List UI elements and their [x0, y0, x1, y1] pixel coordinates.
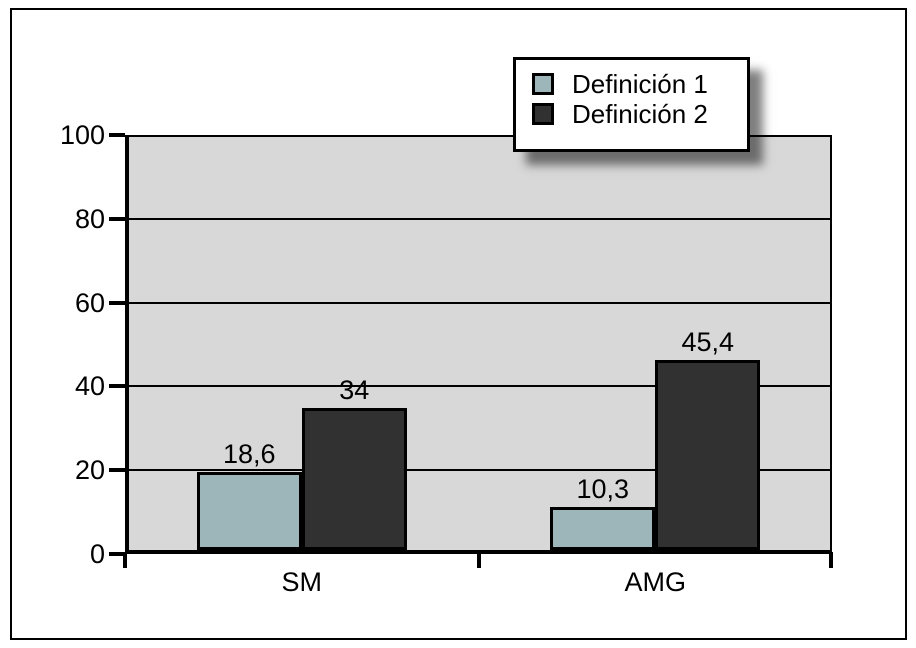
gridline [125, 469, 832, 472]
legend-item-label: Definición 1 [572, 69, 708, 99]
legend-item-definicion-2: Definición 2 [532, 100, 747, 128]
bar-value-label-definicion-1-amg: 10,3 [576, 473, 630, 504]
gridline [125, 301, 832, 304]
bar-definicion-2-amg [655, 359, 761, 550]
bar-definicion-1-amg [550, 506, 656, 550]
gridline [125, 217, 832, 220]
x-axis-category-label: SM [281, 567, 323, 597]
x-axis-category-label: AMG [624, 567, 686, 597]
bar-value-label-definicion-1-sm: 18,6 [222, 439, 276, 470]
legend: Definición 1 Definición 2 [513, 57, 750, 152]
x-axis-tick [829, 552, 833, 568]
legend-item-label: Definición 2 [572, 99, 708, 129]
legend-item-definicion-1: Definición 1 [532, 70, 747, 98]
legend-swatch-definicion-2 [532, 103, 554, 125]
y-axis-tick-label: 40 [74, 371, 105, 402]
x-axis-tick [476, 552, 481, 568]
bar-value-label-definicion-2-amg: 45,4 [681, 326, 735, 357]
bar-value-label-definicion-2-sm: 34 [339, 374, 370, 405]
y-axis-tick [109, 384, 125, 389]
y-axis-tick [109, 300, 125, 305]
gridline [125, 385, 832, 388]
figure-frame [10, 8, 907, 640]
y-axis-tick-label: 60 [74, 287, 105, 318]
y-axis-tick-label: 100 [59, 120, 105, 150]
legend-swatch-definicion-1 [532, 73, 554, 95]
y-axis-tick [109, 216, 125, 221]
y-axis-tick-label: 80 [74, 203, 105, 234]
legend-rows: Definición 1 Definición 2 [516, 60, 747, 128]
x-axis-tick [123, 552, 127, 568]
y-axis-tick [109, 468, 125, 473]
y-axis-tick-label: 20 [74, 455, 105, 486]
bar-definicion-1-sm [196, 472, 302, 550]
y-axis-tick [109, 552, 125, 556]
y-axis-tick [109, 133, 125, 137]
bar-definicion-2-sm [301, 407, 407, 550]
y-axis-tick-label: 0 [89, 539, 105, 569]
